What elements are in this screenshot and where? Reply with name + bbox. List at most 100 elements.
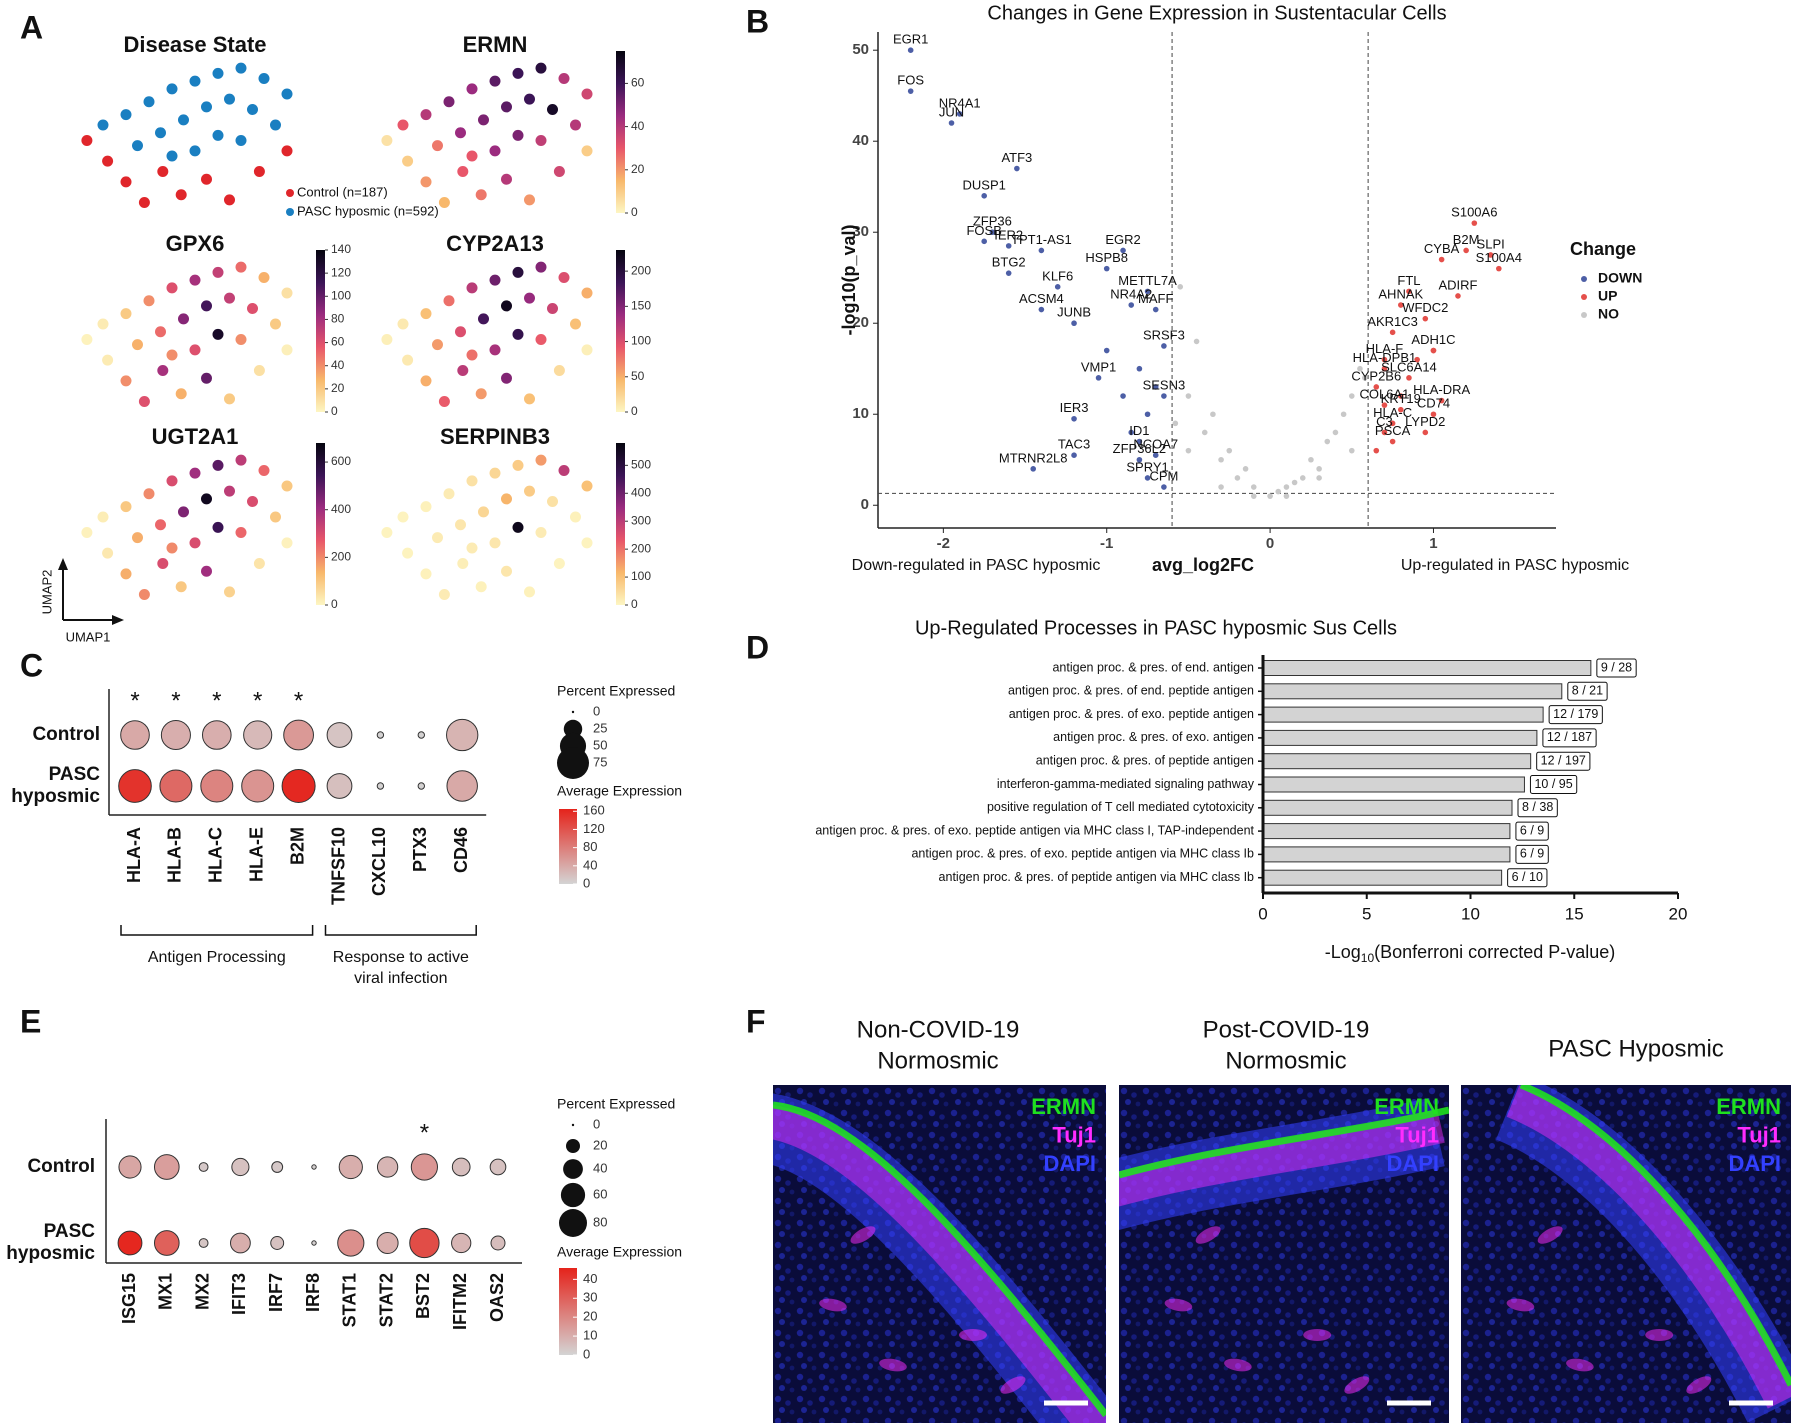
bar <box>1262 706 1544 723</box>
gene-label: IER3 <box>1060 400 1089 415</box>
umap-point <box>570 119 581 131</box>
size-key-label: 50 <box>593 737 607 752</box>
umap-point <box>143 488 155 500</box>
umap-point <box>581 537 593 549</box>
volcano-point <box>1071 415 1077 422</box>
colorbar-tick-label: 60 <box>631 76 645 90</box>
gene-label: MX2 <box>192 1273 212 1310</box>
dot <box>337 1229 365 1257</box>
colorbar-tick-label: 40 <box>583 857 597 872</box>
dot <box>489 1158 507 1176</box>
umap-point <box>489 344 501 356</box>
panel-letter: C <box>20 647 43 683</box>
gene-label: NR4A1 <box>939 95 981 110</box>
umap-point <box>420 568 432 580</box>
umap-point <box>535 135 547 146</box>
volcano-point <box>1406 288 1412 295</box>
y-tick-label: 0 <box>861 496 869 513</box>
colorbar <box>616 443 625 605</box>
colorbar-tick-label: 60 <box>331 335 345 349</box>
gene-label: IER2 <box>994 227 1023 242</box>
volcano-point <box>1071 452 1077 458</box>
gene-label: OAS2 <box>487 1273 507 1322</box>
neuron-bundle <box>1303 1329 1332 1341</box>
umap-point <box>138 396 150 407</box>
epithelium <box>773 1101 1106 1418</box>
umap-point <box>281 145 293 157</box>
dot <box>451 1232 472 1254</box>
y-tick-label: 20 <box>852 314 869 331</box>
micrograph: ERMN Tuj1 DAPI <box>773 1085 1106 1423</box>
colorbar <box>559 1268 577 1355</box>
volcano-point <box>1038 306 1045 313</box>
colorbar-tick-label: 120 <box>583 821 605 836</box>
bar <box>1262 660 1592 676</box>
umap-point <box>189 274 201 286</box>
umap-point <box>224 93 235 105</box>
colorbar-tick-label: 200 <box>631 541 651 555</box>
umap-point <box>120 375 132 387</box>
gene-label: SRSF3 <box>1143 327 1185 342</box>
gene-label: SLC6A14 <box>1381 359 1437 374</box>
y-axis-label: -log10(p_val) <box>839 224 859 335</box>
umap-point <box>189 344 201 356</box>
umap-point <box>438 589 450 600</box>
umap-point <box>475 581 487 593</box>
umap-point <box>235 62 247 74</box>
umap-point <box>512 521 524 533</box>
umap-point <box>132 140 143 152</box>
micrograph-title: Non-COVID-19 <box>857 1016 1020 1043</box>
umap-point <box>553 365 565 376</box>
dot <box>490 1235 506 1251</box>
umap-point <box>166 282 178 294</box>
umap-point <box>235 261 247 273</box>
tissue-band <box>773 1105 1106 1423</box>
row-label: Control <box>27 1156 95 1177</box>
volcano-point <box>1389 329 1396 336</box>
micrograph-title: Normosmic <box>1225 1047 1346 1074</box>
colorbar-tick-label: 0 <box>583 875 590 890</box>
umap-point <box>270 119 281 131</box>
annotation-box <box>1567 681 1608 701</box>
volcano-point <box>948 120 955 126</box>
x-axis-label-part: -Log <box>1325 942 1361 962</box>
gene-label: HLA-A <box>124 827 144 883</box>
annotation-box <box>1536 751 1591 771</box>
bar <box>1262 683 1563 700</box>
umap-point <box>547 303 558 314</box>
volcano-point <box>1299 475 1306 481</box>
umap-point <box>512 67 524 79</box>
volcano-point <box>1185 393 1192 399</box>
gene-label: EGR2 <box>1105 232 1140 247</box>
umap-point <box>102 155 114 167</box>
channel-label: DAPI <box>1043 1151 1096 1176</box>
umap-point <box>132 532 143 544</box>
bar <box>1262 799 1513 816</box>
dot <box>338 1154 363 1180</box>
legend-label: UP <box>1598 288 1617 304</box>
umap-point <box>512 328 524 340</box>
umap-point <box>102 547 114 559</box>
umap-point <box>247 303 258 314</box>
volcano-point <box>1095 375 1102 381</box>
volcano-point <box>1324 438 1331 445</box>
umap-point <box>553 166 565 177</box>
umap-point <box>281 287 293 299</box>
colorbar <box>316 250 325 412</box>
bar-annotation: 12 / 179 <box>1553 707 1598 721</box>
gene-label: ADH1C <box>1411 332 1455 347</box>
dot <box>281 768 316 804</box>
gene-label: HSPB8 <box>1085 250 1128 265</box>
gene-label: BTG2 <box>992 255 1026 270</box>
umap-point <box>438 197 450 208</box>
umap-point <box>397 318 409 330</box>
umap-point <box>212 129 224 141</box>
volcano-point <box>1381 402 1388 408</box>
bar-annotation: 10 / 95 <box>1534 777 1572 791</box>
colorbar-tick-label: 400 <box>331 502 351 516</box>
umap-point <box>397 511 409 523</box>
umap-point <box>81 527 93 538</box>
neuron-bundle <box>1566 1358 1594 1372</box>
umap-point <box>501 493 512 505</box>
volcano-point <box>1283 484 1290 490</box>
